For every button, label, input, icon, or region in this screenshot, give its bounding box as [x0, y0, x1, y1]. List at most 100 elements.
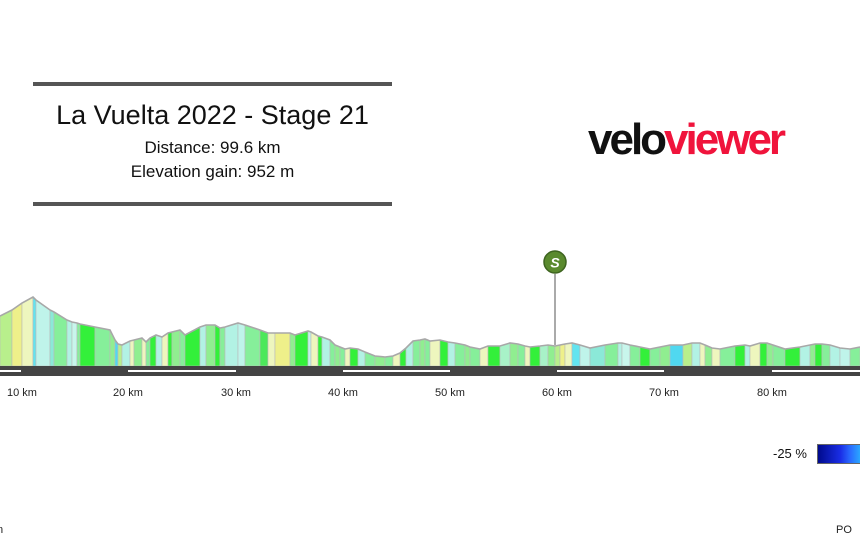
profile-segment: [604, 342, 619, 367]
elevation-profile-chart: S: [0, 250, 860, 376]
profile-segment: [155, 334, 163, 367]
profile-segment: [469, 346, 481, 367]
profile-segment: [205, 324, 216, 367]
gradient-legend-min-label: -25 %: [773, 446, 807, 461]
profile-segment: [639, 346, 651, 367]
profile-segment: [161, 332, 169, 367]
profile-segment: [509, 342, 519, 367]
road-stripe: [128, 370, 236, 372]
profile-segment: [184, 326, 201, 367]
road-stripe: [772, 370, 860, 372]
profile-segment: [799, 344, 811, 367]
x-axis-tick-label: 60 km: [542, 387, 572, 399]
profile-segment: [237, 322, 246, 367]
footer-left-text: n: [0, 524, 4, 536]
profile-segment: [539, 344, 549, 367]
profile-segment: [529, 345, 541, 367]
profile-segment: [499, 342, 511, 367]
x-axis-tick-label: 50 km: [435, 387, 465, 399]
profile-segment: [487, 345, 501, 367]
profile-segment: [339, 346, 346, 367]
profile-segment: [219, 326, 226, 367]
x-axis-tick-label: 30 km: [221, 387, 251, 399]
profile-segment: [349, 347, 359, 367]
profile-segment: [76, 322, 81, 367]
profile-segment: [649, 346, 661, 367]
profile-segment: [734, 344, 746, 367]
profile-segment: [571, 342, 581, 367]
profile-segment: [289, 332, 296, 367]
title-rule-bottom: [33, 202, 392, 206]
profile-segment: [317, 335, 323, 367]
profile-segment: [464, 344, 471, 367]
elevation-gain-text: Elevation gain: 952 m: [130, 162, 295, 181]
profile-segment: [66, 319, 73, 367]
profile-segment: [699, 342, 706, 367]
profile-segment: [259, 329, 269, 367]
x-axis-tick-label: 70 km: [649, 387, 679, 399]
profile-segment: [224, 322, 239, 367]
profile-segment: [691, 342, 701, 367]
profile-segment: [711, 347, 721, 367]
profile-segment: [21, 296, 34, 367]
profile-segment: [454, 342, 466, 367]
profile-segment: [412, 339, 421, 367]
profile-segment: [617, 342, 623, 367]
distance-text: Distance: 99.6 km: [144, 138, 281, 157]
profile-segment: [839, 347, 851, 367]
profile-segment: [71, 321, 78, 367]
sprint-marker[interactable]: S: [543, 250, 567, 345]
profile-segment: [94, 326, 111, 367]
profile-segment: [564, 342, 573, 367]
page-title: La Vuelta 2022 - Stage 21: [56, 100, 369, 130]
profile-segment: [849, 346, 860, 367]
profile-segment: [334, 344, 341, 367]
profile-segment: [629, 344, 641, 367]
profile-outline: [0, 296, 860, 358]
profile-segment: [669, 344, 684, 367]
profile-segment: [244, 324, 261, 367]
x-axis-tick-label: 80 km: [757, 387, 787, 399]
profile-segment: [424, 338, 431, 367]
profile-segments: [0, 296, 860, 367]
profile-segment: [294, 330, 309, 367]
profile-segment: [524, 345, 531, 367]
profile-segment: [129, 339, 135, 367]
road-stripe: [0, 370, 21, 372]
profile-segment: [554, 344, 561, 367]
veloviewer-logo: veloviewer: [588, 115, 786, 164]
profile-segment: [419, 338, 426, 367]
profile-segment: [79, 323, 96, 367]
road-stripe: [343, 370, 450, 372]
profile-segment: [821, 343, 831, 367]
profile-segment: [766, 342, 774, 367]
profile-segment: [0, 309, 13, 367]
profile-segment: [11, 302, 23, 367]
sprint-marker-icon: [543, 250, 567, 274]
profile-segment: [744, 344, 751, 367]
profile-segment: [214, 324, 221, 367]
profile-segment: [307, 330, 312, 367]
logo-part-velo: velo: [588, 115, 667, 164]
profile-segment: [32, 296, 37, 367]
road-stripes: [0, 370, 860, 372]
profile-segment: [117, 343, 123, 367]
profile-segment: [784, 346, 801, 367]
road-stripe: [557, 370, 664, 372]
footer-right-text: PO: [836, 524, 852, 536]
profile-segment: [49, 309, 55, 367]
profile-segment: [149, 334, 157, 367]
profile-segment: [321, 336, 331, 367]
profile-segment: [447, 341, 456, 367]
title-rule-top: [33, 82, 392, 86]
profile-segment: [749, 342, 761, 367]
profile-segment: [274, 332, 291, 367]
profile-segment: [814, 343, 823, 367]
x-axis-tick-label: 20 km: [113, 387, 143, 399]
profile-segment: [199, 324, 207, 367]
logo-part-viewer: viewer: [664, 115, 786, 164]
profile-segment: [310, 331, 319, 367]
title-box: La Vuelta 2022 - Stage 21 Distance: 99.6…: [33, 82, 392, 207]
profile-segment: [267, 332, 276, 367]
profile-segment: [809, 343, 816, 367]
